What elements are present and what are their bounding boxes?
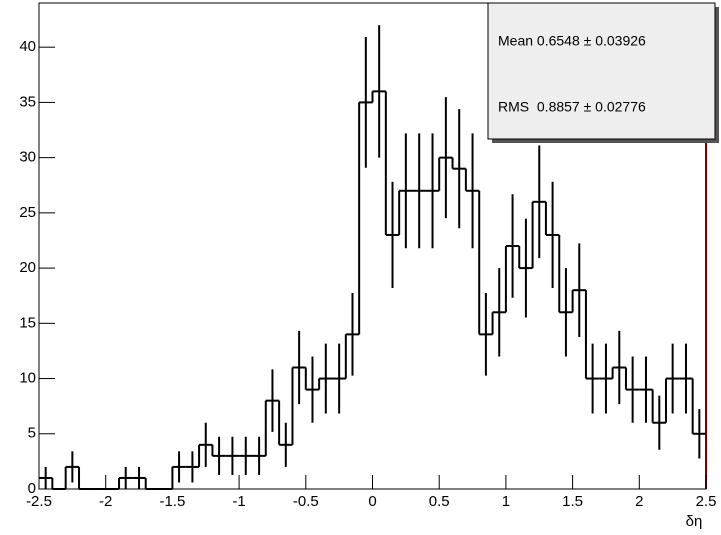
y-tick-label: 10 bbox=[19, 370, 36, 387]
plot bbox=[38, 25, 707, 490]
y-tick-label: 0 bbox=[28, 480, 36, 497]
x-tick-label: -2 bbox=[99, 493, 112, 510]
x-tick-label: 1.5 bbox=[562, 493, 583, 510]
x-tick-label: 1 bbox=[502, 493, 510, 510]
y-tick-label: 40 bbox=[19, 38, 36, 55]
stat-rms: RMS 0.8857 ± 0.02776 bbox=[498, 99, 646, 115]
x-tick-label: -2.5 bbox=[26, 493, 52, 510]
x-tick-label: 2 bbox=[635, 493, 643, 510]
x-tick-label: 0 bbox=[368, 493, 376, 510]
stat-mean: Mean 0.6548 ± 0.03926 bbox=[498, 33, 646, 49]
y-tick-label: 35 bbox=[19, 93, 36, 110]
x-axis-label: δη bbox=[686, 513, 703, 530]
y-tick-label: 20 bbox=[19, 259, 36, 276]
y-tick-label: 25 bbox=[19, 204, 36, 221]
y-tick-label: 30 bbox=[19, 149, 36, 166]
x-tick-label: 0.5 bbox=[429, 493, 450, 510]
y-tick-label: 5 bbox=[28, 425, 36, 442]
x-tick-label: -1 bbox=[232, 493, 245, 510]
x-tick-label: -1.5 bbox=[159, 493, 185, 510]
stats-box bbox=[487, 2, 716, 140]
x-tick-label: -0.5 bbox=[293, 493, 319, 510]
x-tick-label: 2.5 bbox=[696, 493, 717, 510]
y-tick-label: 15 bbox=[19, 314, 36, 331]
